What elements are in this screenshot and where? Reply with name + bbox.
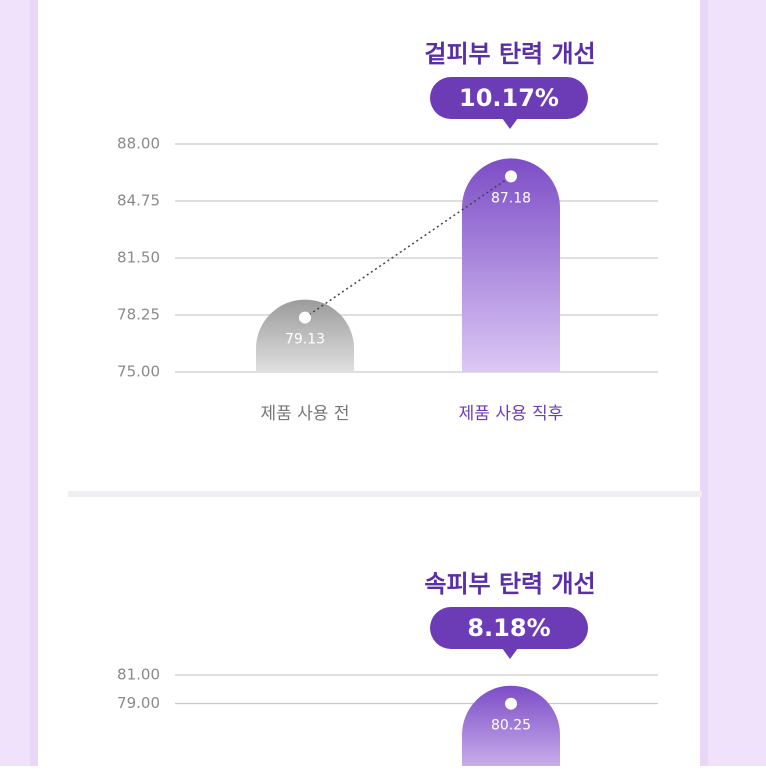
chart-title: 겉피부 탄력 개선 <box>424 40 595 68</box>
y-tick-label: 88.00 <box>117 135 160 153</box>
chart-title: 속피부 탄력 개선 <box>424 570 595 598</box>
value-label: 87.18 <box>491 190 531 206</box>
badge <box>430 77 588 119</box>
badge-pointer <box>502 118 518 129</box>
plot: 79.13 87.18 <box>256 158 560 372</box>
trend-line <box>304 175 512 319</box>
bar <box>462 685 560 770</box>
x-tick-label: 제품 사용 전 <box>260 404 349 424</box>
badge-pointer <box>502 648 518 659</box>
y-tick-label: 78.25 <box>117 306 160 324</box>
value-dot <box>299 311 311 324</box>
y-tick-label: 79.00 <box>117 694 160 712</box>
y-tick-label: 81.00 <box>117 666 160 684</box>
right-edge <box>700 0 708 766</box>
badge-text: 10.17% <box>459 84 559 112</box>
divider <box>68 491 702 497</box>
value-dot <box>505 170 517 183</box>
bar <box>256 299 354 372</box>
x-tick-label: 제품 사용 직후 <box>459 404 564 424</box>
value-label: 80.25 <box>491 718 531 734</box>
badge <box>430 607 588 649</box>
plot: 80.25 <box>462 685 560 770</box>
content-panel <box>30 0 708 766</box>
value-dot <box>505 697 517 710</box>
value-label: 79.13 <box>285 332 325 348</box>
y-tick-label: 81.50 <box>117 249 160 267</box>
y-tick-label: 75.00 <box>117 363 160 381</box>
bar <box>462 158 560 372</box>
left-edge <box>30 0 38 766</box>
badge-text: 8.18% <box>467 614 550 642</box>
y-tick-label: 84.75 <box>117 192 160 210</box>
